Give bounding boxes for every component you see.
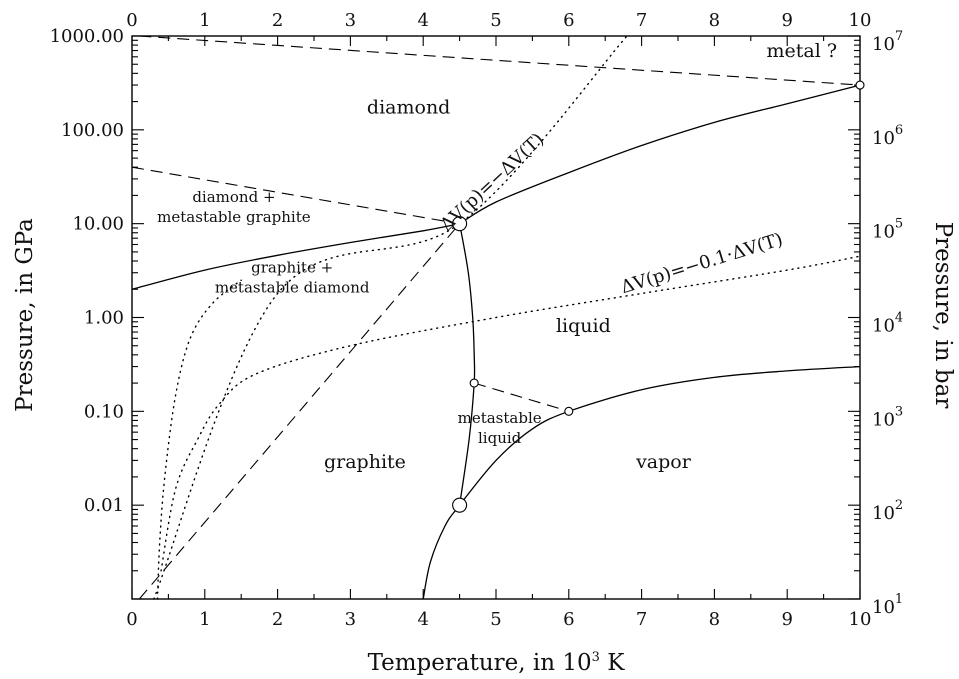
region-graphite-metastable-diamond: graphite + metastable diamond bbox=[215, 259, 370, 297]
phase-curve-dotted bbox=[156, 279, 242, 600]
x-tick-label-bottom: 8 bbox=[709, 609, 720, 630]
x-tick-label-bottom: 1 bbox=[199, 609, 210, 630]
phase-curve-solid bbox=[459, 84, 861, 225]
phase-curve-solid bbox=[422, 365, 861, 600]
y-tick-label-right: 103 bbox=[872, 404, 903, 430]
x-tick-label-top: 1 bbox=[199, 10, 210, 31]
x-axis-title: Temperature, in 103 K bbox=[368, 650, 626, 676]
y-tick-label-left: 1000.00 bbox=[50, 26, 124, 47]
triple-point-marker bbox=[469, 378, 479, 388]
phase-curve-solid bbox=[131, 223, 460, 290]
y-tick-label-left: 100.00 bbox=[61, 120, 124, 141]
x-tick-label-top: 10 bbox=[849, 10, 872, 31]
phase-curve-dashed bbox=[139, 35, 861, 86]
y-tick-label-right: 106 bbox=[872, 123, 903, 149]
region-graphite: graphite bbox=[324, 451, 406, 473]
x-tick-label-bottom: 6 bbox=[563, 609, 574, 630]
x-tick-label-bottom: 4 bbox=[417, 609, 428, 630]
x-tick-label-bottom: 0 bbox=[126, 609, 137, 630]
triple-point-marker bbox=[452, 497, 468, 513]
formula-annotations: ΔV(p)=−ΔV(T) ΔV(p)=−0.1·ΔV(T) bbox=[436, 129, 785, 298]
x-tick-label-top: 7 bbox=[636, 10, 647, 31]
triple-point-marker bbox=[564, 406, 574, 416]
region-metal: metal ? bbox=[766, 40, 837, 62]
y-axis-title-right: Pressure, in bar bbox=[930, 222, 956, 409]
region-metastable-liquid: metastable liquid bbox=[458, 409, 542, 447]
x-tick-label-top: 6 bbox=[563, 10, 574, 31]
y-tick-label-right: 105 bbox=[872, 217, 903, 243]
region-vapor: vapor bbox=[635, 451, 692, 473]
x-tick-label-bottom: 2 bbox=[272, 609, 283, 630]
x-tick-label-bottom: 7 bbox=[636, 609, 647, 630]
x-tick-label-bottom: 10 bbox=[849, 609, 872, 630]
y-tick-label-right: 107 bbox=[872, 29, 903, 55]
y-tick-label-right: 102 bbox=[872, 498, 903, 524]
phase-curves bbox=[131, 35, 861, 600]
phase-curve-dotted bbox=[160, 255, 861, 572]
x-tick-label-top: 5 bbox=[490, 10, 501, 31]
x-tick-label-top: 4 bbox=[417, 10, 428, 31]
y-tick-label-right: 101 bbox=[872, 592, 903, 618]
triple-point-marker bbox=[452, 216, 468, 232]
y-tick-label-left: 0.10 bbox=[84, 401, 124, 422]
x-tick-label-top: 8 bbox=[709, 10, 720, 31]
tick-labels: 0 0 1 1 2 2 3 3 4 4 5 5 6 6 7 7 8 8 9 9 10 10 1000.00 100.00 10.… bbox=[50, 10, 904, 630]
x-tick-label-top: 9 bbox=[781, 10, 792, 31]
y-tick-label-left: 10.00 bbox=[72, 214, 124, 235]
region-labels: diamond metal ? diamond + metastable graphi… bbox=[157, 40, 837, 473]
axis-ticks bbox=[131, 35, 861, 600]
y-tick-label-left: 1.00 bbox=[84, 308, 124, 329]
x-tick-label-top: 0 bbox=[126, 10, 137, 31]
triple-point-marker bbox=[855, 80, 865, 90]
y-axis-title-left: Pressure, in GPa bbox=[12, 218, 38, 412]
triple-points bbox=[452, 80, 865, 513]
x-tick-label-bottom: 9 bbox=[781, 609, 792, 630]
region-diamond-metastable-graphite: diamond + metastable graphite bbox=[157, 188, 311, 226]
region-liquid: liquid bbox=[556, 315, 611, 337]
x-tick-label-bottom: 5 bbox=[490, 609, 501, 630]
phase-curve-solid bbox=[458, 223, 476, 506]
region-diamond: diamond bbox=[367, 96, 450, 118]
phase-curve-dotted bbox=[153, 35, 628, 600]
phase-curve-dashed bbox=[138, 223, 461, 600]
formula-dv-tenth: ΔV(p)=−0.1·ΔV(T) bbox=[618, 229, 785, 298]
formula-dv-equal: ΔV(p)=−ΔV(T) bbox=[436, 129, 548, 236]
y-tick-label-right: 104 bbox=[872, 311, 903, 337]
phase-curve-dashed bbox=[474, 382, 569, 412]
x-tick-label-bottom: 3 bbox=[345, 609, 356, 630]
phase-curve-dashed bbox=[131, 166, 460, 225]
x-tick-label-top: 3 bbox=[345, 10, 356, 31]
y-tick-label-left: 0.01 bbox=[84, 495, 124, 516]
x-tick-label-top: 2 bbox=[272, 10, 283, 31]
